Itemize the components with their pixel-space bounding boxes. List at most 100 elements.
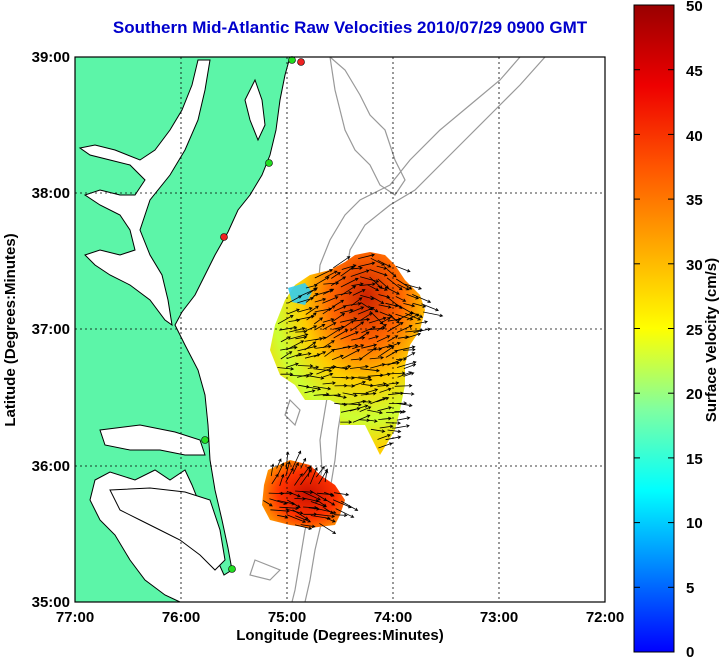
velocity-arrow bbox=[314, 269, 333, 279]
velocity-arrow bbox=[396, 324, 413, 333]
velocity-arrow bbox=[324, 507, 334, 514]
y-tick-label: 37:00 bbox=[32, 321, 70, 338]
velocity-arrow bbox=[307, 375, 325, 380]
map-title: Southern Mid-Atlantic Raw Velocities 201… bbox=[112, 18, 588, 37]
station-marker bbox=[220, 233, 228, 241]
velocity-arrow bbox=[395, 345, 416, 352]
velocity-arrow bbox=[359, 276, 380, 283]
velocity-arrow bbox=[350, 357, 363, 361]
velocity-arrow bbox=[340, 277, 359, 288]
velocity-arrow bbox=[350, 321, 365, 332]
y-tick-label: 38:00 bbox=[32, 185, 70, 202]
velocity-arrow bbox=[340, 317, 358, 323]
velocity-arrow bbox=[333, 394, 347, 399]
velocity-arrow bbox=[279, 506, 300, 510]
velocity-arrow bbox=[377, 406, 393, 412]
velocity-arrow bbox=[322, 322, 337, 331]
delmarva-inlet bbox=[244, 78, 266, 142]
colorbar-tick-label: 15 bbox=[686, 451, 703, 468]
velocity-arrow bbox=[358, 253, 376, 259]
velocity-arrow bbox=[395, 278, 413, 290]
colorbar-tick-label: 10 bbox=[686, 515, 703, 532]
velocity-arrow bbox=[403, 347, 416, 352]
velocity-arrow bbox=[415, 320, 429, 325]
x-tick-label: 73:00 bbox=[480, 609, 518, 626]
velocity-arrow bbox=[271, 473, 279, 485]
station-marker bbox=[228, 565, 236, 573]
velocity-arrow bbox=[379, 361, 400, 366]
velocity-arrow bbox=[286, 514, 307, 523]
velocity-arrow bbox=[360, 312, 373, 321]
velocity-arrow bbox=[386, 277, 403, 291]
colorbar: 50 45 40 35 30 25 20 15 10 5 0 Surface V… bbox=[633, 0, 720, 659]
velocity-arrow bbox=[351, 380, 366, 387]
velocity-arrow bbox=[302, 491, 321, 501]
velocity-arrow bbox=[358, 331, 370, 339]
velocity-arrow bbox=[352, 376, 373, 382]
colorbar-tick-label: 40 bbox=[686, 128, 703, 145]
velocity-arrow bbox=[360, 368, 380, 373]
velocity-arrow bbox=[394, 383, 413, 388]
velocity-arrow bbox=[358, 261, 376, 267]
velocity-arrow bbox=[315, 465, 325, 478]
velocity-arrow bbox=[387, 358, 403, 366]
velocity-arrow bbox=[369, 269, 388, 277]
velocity-arrow bbox=[404, 283, 423, 290]
velocity-arrow bbox=[377, 383, 390, 388]
velocity-arrow bbox=[315, 276, 330, 286]
velocity-arrow bbox=[388, 381, 400, 385]
velocity-arrow bbox=[340, 420, 353, 424]
velocity-arrow bbox=[306, 287, 318, 295]
velocity-arrow bbox=[387, 429, 402, 434]
velocity-arrow bbox=[370, 295, 385, 304]
colorbar-tick-label: 25 bbox=[686, 322, 703, 339]
velocity-arrow bbox=[331, 272, 341, 279]
velocity-arrow bbox=[406, 313, 420, 321]
velocity-arrow bbox=[403, 303, 416, 308]
chesapeake-bay bbox=[78, 59, 211, 327]
velocity-arrow bbox=[378, 416, 392, 421]
y-tick-label: 35:00 bbox=[32, 594, 70, 611]
velocity-arrow bbox=[341, 264, 357, 270]
velocity-arrow bbox=[403, 372, 415, 377]
velocity-arrow bbox=[378, 304, 392, 309]
velocity-arrow bbox=[396, 416, 411, 421]
velocity-arrow bbox=[379, 317, 391, 324]
plot-frame bbox=[74, 56, 606, 603]
velocity-arrow bbox=[285, 460, 291, 477]
velocity-arrow bbox=[285, 467, 294, 483]
velocity-arrow bbox=[403, 363, 417, 369]
velocity-vectors bbox=[263, 253, 444, 535]
velocity-arrow bbox=[340, 331, 359, 340]
velocity-arrow bbox=[352, 414, 371, 423]
velocity-arrow bbox=[313, 351, 327, 358]
velocity-arrow bbox=[350, 269, 370, 277]
map-grid bbox=[75, 57, 605, 602]
velocity-arrow bbox=[396, 402, 413, 408]
velocity-arrow bbox=[357, 306, 375, 315]
velocity-arrow bbox=[333, 305, 347, 312]
colorbar-tick-label: 35 bbox=[686, 192, 703, 209]
velocity-arrow bbox=[333, 492, 350, 497]
velocity-arrow bbox=[313, 386, 332, 391]
velocity-arrow bbox=[313, 317, 324, 325]
colorbar-tick-label: 45 bbox=[686, 63, 703, 80]
velocity-arrow bbox=[331, 313, 346, 323]
velocity-arrow bbox=[289, 333, 309, 340]
velocity-arrow bbox=[297, 364, 314, 368]
velocity-arrow bbox=[314, 297, 327, 303]
colorbar-tick-label: 50 bbox=[686, 0, 703, 15]
velocity-arrow bbox=[289, 327, 306, 333]
velocity-arrow bbox=[313, 368, 333, 373]
velocity-arrow bbox=[330, 276, 347, 286]
y-tick-label: 36:00 bbox=[32, 458, 70, 475]
velocity-arrow bbox=[376, 335, 391, 343]
velocity-arrow bbox=[333, 329, 349, 339]
velocity-arrow bbox=[305, 386, 322, 391]
velocity-arrow bbox=[319, 523, 337, 535]
velocity-arrow bbox=[303, 512, 318, 517]
velocity-arrow bbox=[277, 514, 289, 519]
velocity-arrow bbox=[294, 473, 303, 486]
velocity-arrow bbox=[370, 382, 387, 387]
